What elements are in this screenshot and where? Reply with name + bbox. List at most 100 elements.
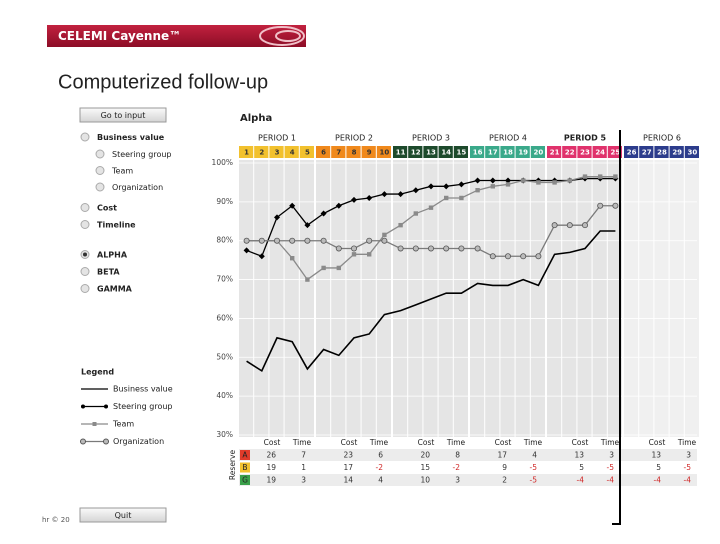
column-header: Cost (572, 438, 589, 447)
banner: CELEMI Cayenne™ (47, 25, 306, 47)
radio-label[interactable]: Steering group (112, 150, 172, 159)
reserve-value: 3 (686, 451, 691, 460)
period-cell-label: 17 (488, 149, 498, 157)
period-cell-label: 22 (565, 149, 575, 157)
point (443, 245, 450, 252)
period-cell-label: 24 (595, 149, 605, 157)
period-cell (530, 146, 545, 158)
radio-label[interactable]: GAMMA (97, 285, 133, 294)
period-cell (393, 146, 408, 158)
period-cell (423, 146, 438, 158)
radio[interactable] (95, 166, 105, 175)
period-cell (547, 146, 562, 158)
page-title: Computerized follow-up (58, 71, 268, 93)
column-bg (577, 160, 592, 437)
point (459, 195, 464, 201)
period-label: PERIOD 3 (412, 134, 450, 143)
series-line (246, 230, 616, 373)
column-bg (239, 160, 254, 437)
period-cell-label: 19 (518, 149, 528, 157)
period-cell-label: 13 (426, 149, 436, 157)
column-bg (346, 160, 361, 437)
legend-label: Team (112, 420, 134, 429)
column-bg (669, 160, 684, 437)
point (552, 180, 557, 185)
reserve-value: 20 (420, 451, 430, 460)
point (273, 237, 280, 244)
period-cell (299, 146, 314, 158)
radio[interactable] (95, 149, 105, 159)
reserve-value: 7 (301, 451, 306, 460)
period-label: PERIOD 6 (643, 134, 681, 143)
point (305, 277, 310, 282)
column-header: Time (523, 438, 543, 447)
column-header: Time (677, 438, 697, 447)
point (535, 253, 542, 260)
period-cell (500, 146, 515, 158)
chart-title: Alpha (240, 113, 272, 124)
period-cell-label: 5 (305, 149, 310, 157)
period-label: PERIOD 2 (335, 134, 373, 143)
radio-label[interactable]: BETA (97, 268, 120, 277)
column-bg (470, 160, 485, 437)
point (582, 222, 589, 229)
radio-dot (83, 252, 87, 257)
button-label[interactable]: Quit (115, 511, 132, 520)
column-header: Cost (264, 438, 281, 447)
radio-label[interactable]: Cost (97, 204, 117, 213)
radio[interactable] (80, 284, 90, 293)
point (444, 195, 449, 201)
radio[interactable] (80, 220, 90, 229)
reserve-value: 8 (455, 451, 460, 460)
reserve-value: 5 (579, 463, 584, 472)
point (366, 237, 373, 244)
button-label[interactable]: Go to input (101, 111, 146, 120)
column-bg (331, 160, 346, 437)
period-label: PERIOD 5 (564, 134, 607, 143)
column-bg (624, 160, 639, 437)
point (521, 178, 526, 183)
point (443, 183, 450, 190)
radio[interactable] (95, 182, 105, 192)
point (398, 222, 403, 228)
point (520, 253, 527, 260)
row-swatch (240, 475, 250, 485)
period-cell-label: 3 (275, 149, 280, 157)
period-cell (438, 146, 453, 158)
radio-label[interactable]: ALPHA (97, 251, 128, 260)
legend-marker (92, 422, 97, 426)
button[interactable] (79, 107, 167, 123)
column-bg (299, 160, 314, 437)
radio-label[interactable]: Organization (112, 183, 163, 192)
reserve-value: -2 (376, 463, 384, 472)
row-bg (239, 461, 697, 474)
column-bg (515, 160, 530, 437)
point (274, 214, 280, 221)
point (397, 245, 404, 252)
period-cell-label: 1 (244, 149, 249, 157)
button[interactable] (79, 507, 167, 523)
point (428, 205, 434, 210)
period-cell-label: 9 (367, 149, 372, 157)
reserve-value: -4 (654, 476, 662, 485)
y-tick-label: 50% (216, 352, 233, 361)
radio-label[interactable]: Business value (97, 133, 165, 142)
reserve-value: 26 (266, 451, 276, 460)
reserve-value: 15 (420, 463, 430, 472)
period-cell (284, 146, 299, 158)
y-tick-label: 30% (216, 430, 233, 439)
reserve-value: 19 (266, 463, 276, 472)
radio-label[interactable]: Team (111, 167, 133, 176)
radio[interactable] (80, 132, 90, 142)
row-label: B (242, 463, 247, 472)
reserve-value: -4 (684, 476, 692, 485)
radio[interactable] (80, 203, 90, 212)
point (304, 237, 311, 244)
period-cell-label: 20 (534, 149, 544, 157)
period-cell-label: 7 (336, 149, 341, 157)
column-bg (376, 160, 391, 437)
radio-label[interactable]: Timeline (97, 221, 136, 230)
radio[interactable] (80, 267, 90, 276)
